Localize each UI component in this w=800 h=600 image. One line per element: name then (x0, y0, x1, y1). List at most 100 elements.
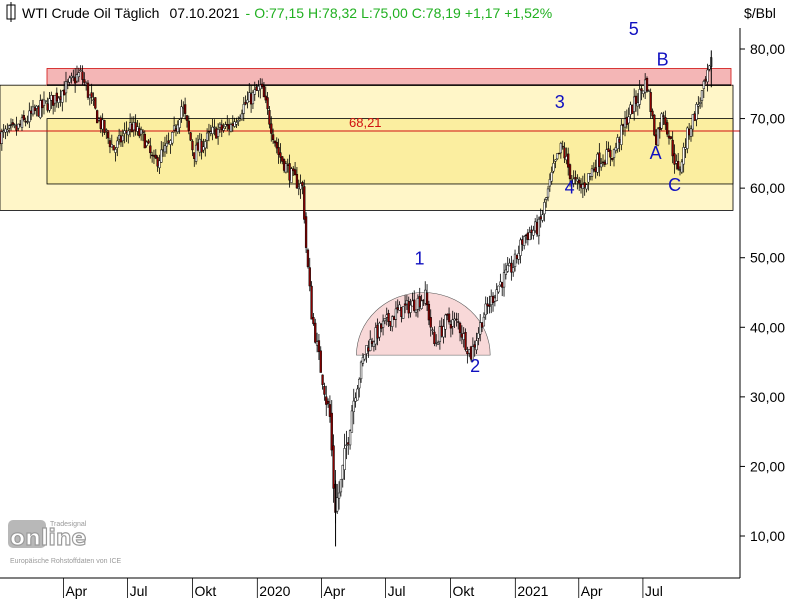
candle-up (416, 298, 420, 310)
candle-down (325, 396, 328, 405)
candle-up (356, 388, 359, 401)
candle-down (400, 306, 403, 318)
candle-up (581, 184, 585, 189)
candle-down (244, 101, 247, 105)
header-separator: - (246, 5, 251, 21)
candle-up (44, 100, 47, 102)
candle-down (15, 125, 18, 131)
candle-up (378, 322, 381, 338)
candle-down (260, 83, 264, 87)
candle-down (226, 124, 229, 126)
candle-up (242, 104, 245, 114)
candle-up (136, 126, 139, 132)
candle-up (31, 106, 35, 115)
candle-down (607, 148, 610, 152)
candle-down (480, 322, 484, 328)
candle-down (649, 92, 652, 112)
candle-up (42, 99, 46, 106)
candle-down (215, 128, 218, 139)
candle-down (418, 296, 421, 308)
candle-down (207, 130, 211, 133)
candle-down (130, 123, 134, 132)
y-tick-label: 80,00 (750, 41, 785, 57)
candle-up (519, 239, 522, 256)
candle-up (468, 349, 471, 354)
candle-down (392, 316, 396, 320)
candle-down (154, 154, 157, 159)
candle-down (24, 120, 27, 123)
candle-up (513, 253, 517, 267)
candle-up (420, 300, 423, 309)
candle-up (238, 116, 242, 119)
candle-down (310, 285, 313, 320)
candle-up (612, 149, 616, 158)
low-value: L:75,00 (361, 5, 408, 21)
wave-label-C: C (668, 175, 681, 195)
candle-down (539, 216, 542, 220)
candle-up (141, 131, 145, 134)
candle-up (614, 147, 617, 151)
candle-down (293, 169, 297, 176)
candle-up (532, 230, 535, 236)
logo-brand: Tradesignal (50, 521, 87, 528)
candle-down (611, 157, 614, 160)
candle-down (673, 153, 676, 165)
candle-down (567, 153, 570, 168)
candle-down (427, 303, 431, 321)
x-tick-label: Jul (388, 583, 406, 599)
candle-up (224, 124, 227, 127)
candle-down (693, 113, 696, 122)
candle-down (407, 300, 410, 314)
level-label: 68,21 (349, 115, 382, 130)
candle-down (574, 176, 577, 180)
change-value: +1,17 (465, 5, 501, 21)
candle-down (440, 325, 443, 337)
candle-down (273, 140, 277, 144)
candle-down (583, 182, 586, 188)
candle-up (92, 99, 95, 101)
candle-up (70, 75, 73, 78)
y-tick-label: 20,00 (750, 458, 785, 474)
candle-up (117, 135, 121, 140)
candle-up (139, 129, 143, 135)
candle-up (409, 304, 412, 313)
candle-down (314, 322, 317, 343)
candle-up (354, 397, 357, 402)
candle-up (504, 269, 508, 275)
candle-up (20, 117, 24, 128)
data-source-note: Europäische Rohstoffdaten von ICE (10, 558, 121, 565)
candle-up (352, 400, 355, 412)
candle-up (479, 322, 482, 335)
candle-down (501, 282, 504, 288)
candle-up (259, 84, 262, 90)
candle-down (191, 140, 194, 151)
candle-up (689, 128, 693, 137)
candle-up (493, 297, 497, 302)
candle-up (629, 104, 632, 115)
candle-down (150, 154, 154, 157)
wave-label-5: 5 (629, 19, 639, 39)
candle-down (466, 351, 469, 355)
y-axis: 10,00 20,00 30,00 40,00 50,00 60,00 70,00 80,00 (740, 41, 785, 544)
candle-up (211, 126, 214, 135)
candle-up (517, 253, 520, 260)
candle-up (222, 127, 225, 131)
candle-down (282, 159, 286, 171)
wave-label-A: A (650, 143, 662, 163)
candle-up (13, 124, 16, 126)
candle-down (143, 133, 146, 149)
candle-up (248, 92, 251, 102)
candle-up (35, 105, 38, 109)
candle-up (391, 316, 394, 327)
chart-header: WTI Crude Oil Täglich 07.10.2021- O:77,15 H… (6, 2, 776, 22)
candle-up (132, 122, 135, 131)
candle-down (557, 152, 561, 155)
candle-up (453, 318, 456, 321)
x-tick-label: 2020 (259, 583, 290, 599)
candle-down (95, 110, 99, 124)
candle-up (172, 125, 176, 131)
candle-up (315, 341, 319, 346)
candle-up (363, 354, 366, 360)
candle-down (90, 92, 93, 98)
y-tick-label: 60,00 (750, 180, 785, 196)
